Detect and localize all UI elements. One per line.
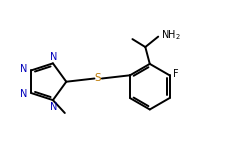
Text: N: N [20,64,28,74]
Text: N: N [50,102,57,112]
Text: S: S [95,73,102,83]
Text: F: F [174,69,179,79]
Text: NH$_2$: NH$_2$ [161,28,180,42]
Text: N: N [20,89,28,99]
Text: N: N [50,52,58,62]
